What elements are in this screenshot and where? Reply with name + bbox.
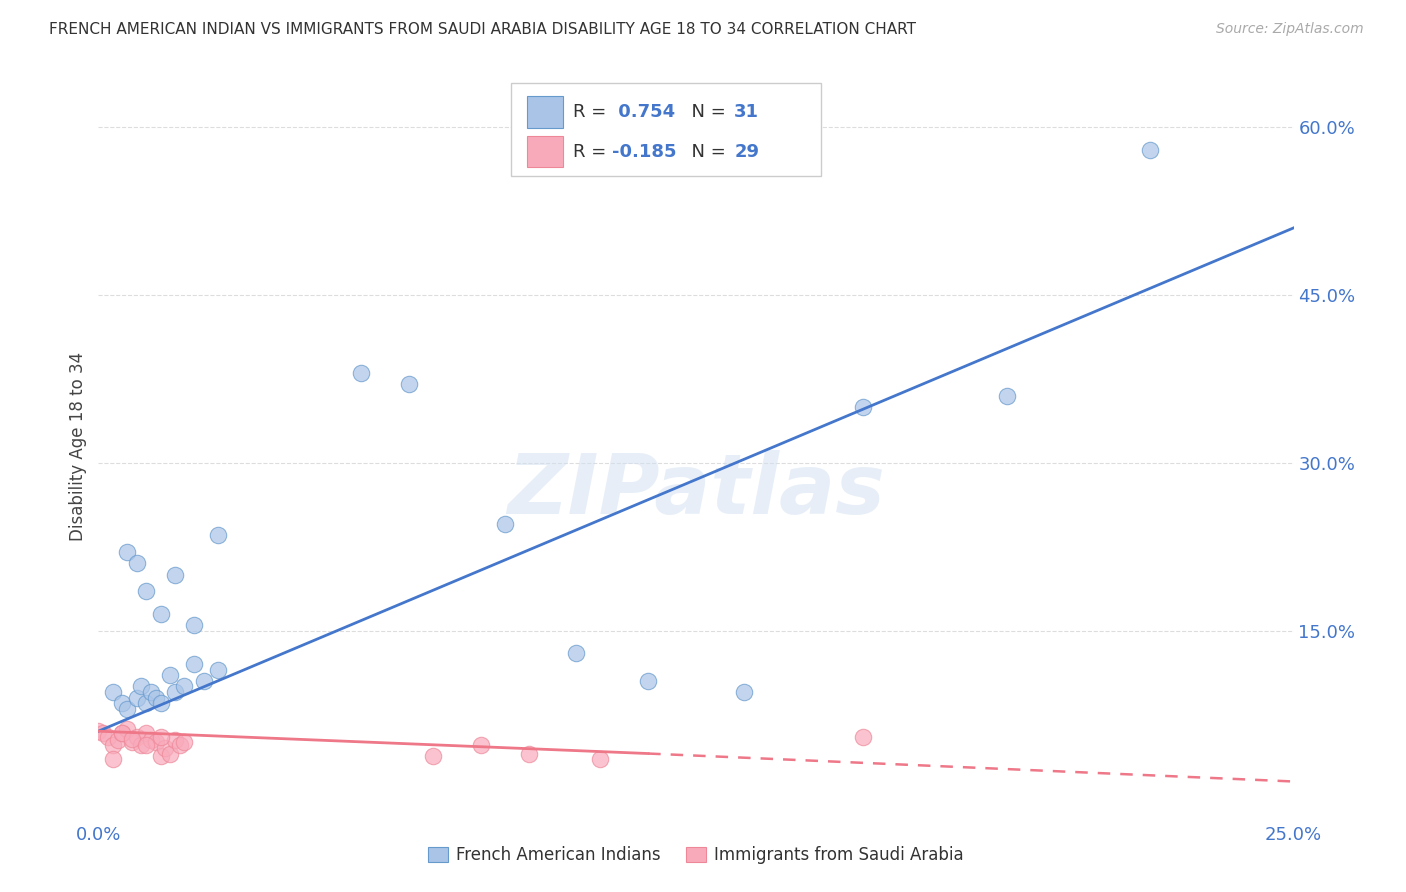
Point [422,748,444,763]
Point [149,607,172,621]
Point [131,738,153,752]
Point [183,618,205,632]
Point [87,724,110,739]
Text: -0.185: -0.185 [613,143,676,161]
Point [470,738,492,752]
Point [173,735,195,749]
Point [183,657,205,671]
Point [852,730,875,744]
Point [135,726,157,740]
Point [107,733,129,747]
Point [121,731,143,746]
Point [733,685,755,699]
Point [115,722,138,736]
Text: 29: 29 [734,143,759,161]
Point [111,726,134,740]
Point [115,702,138,716]
Point [173,680,195,694]
Point [637,673,659,688]
Point [155,741,177,756]
Point [111,696,134,710]
Point [131,680,153,694]
Point [97,730,120,744]
Point [139,733,162,747]
Point [91,726,114,740]
Point [111,726,134,740]
Point [145,690,167,705]
Point [207,528,229,542]
Text: N =: N = [681,143,733,161]
Point [207,663,229,677]
Point [145,735,167,749]
Point [115,545,138,559]
Point [852,400,875,414]
Legend: French American Indians, Immigrants from Saudi Arabia: French American Indians, Immigrants from… [419,838,973,872]
Point [163,685,186,699]
Text: ZIPatlas: ZIPatlas [508,450,884,532]
Point [149,748,172,763]
Point [1139,143,1161,157]
Text: R =: R = [572,143,612,161]
Point [125,730,148,744]
Text: FRENCH AMERICAN INDIAN VS IMMIGRANTS FROM SAUDI ARABIA DISABILITY AGE 18 TO 34 C: FRENCH AMERICAN INDIAN VS IMMIGRANTS FRO… [49,22,917,37]
Point [169,738,191,752]
Y-axis label: Disability Age 18 to 34: Disability Age 18 to 34 [69,351,87,541]
Point [135,696,157,710]
Point [149,696,172,710]
Text: 31: 31 [734,103,759,120]
Point [565,646,588,660]
Point [350,367,373,381]
Point [101,685,124,699]
FancyBboxPatch shape [527,136,564,168]
Text: N =: N = [681,103,733,120]
Point [494,517,516,532]
FancyBboxPatch shape [527,96,564,128]
Point [159,747,181,761]
Text: R =: R = [572,103,612,120]
Point [149,730,172,744]
Point [125,557,148,571]
Point [163,567,186,582]
Point [398,377,420,392]
Point [135,584,157,599]
Point [125,690,148,705]
Point [101,738,124,752]
Point [121,735,143,749]
Point [589,752,612,766]
Point [193,673,215,688]
FancyBboxPatch shape [510,83,821,177]
Point [995,389,1018,403]
Point [135,738,157,752]
Text: Source: ZipAtlas.com: Source: ZipAtlas.com [1216,22,1364,37]
Point [139,685,162,699]
Point [159,668,181,682]
Point [163,733,186,747]
Point [101,752,124,766]
Text: 0.754: 0.754 [613,103,675,120]
Point [517,747,540,761]
